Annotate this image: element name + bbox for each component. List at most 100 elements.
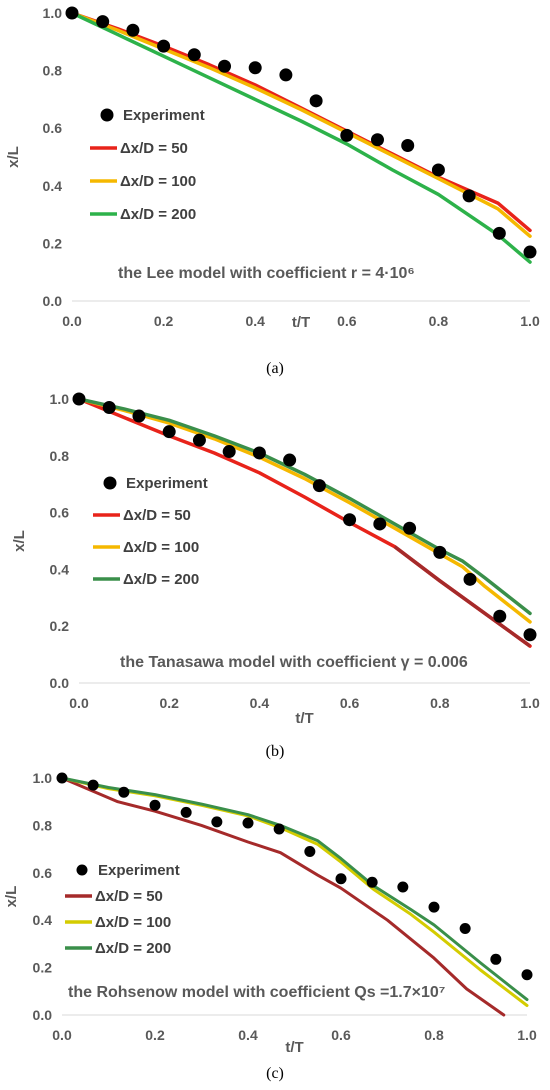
y-tick-label: 0.4 <box>33 912 53 928</box>
experiment-point <box>523 245 537 259</box>
legend-label-2: Δx/D = 100 <box>120 173 196 190</box>
legend-label-experiment: Experiment <box>123 107 205 124</box>
chart-c: 0.0 0.2 0.4 0.6 0.8 1.0 0.0 0.2 0.4 0.6 0.8 1.0 t/T x… <box>3 770 537 1056</box>
experiment-point <box>366 876 378 888</box>
experiment-point <box>132 409 146 423</box>
experiment-point <box>459 922 471 934</box>
model-annotation: the Rohsenow model with coefficient Qs =… <box>68 984 445 1001</box>
y-tick-label: 0.0 <box>43 293 63 309</box>
experiment-point <box>162 425 176 439</box>
x-tick-label: 1.0 <box>517 1027 537 1043</box>
experiment-point <box>312 479 326 493</box>
caption-b: (b) <box>265 743 285 760</box>
y-axis-label: x/L <box>5 146 22 168</box>
x-axis-label: t/T <box>295 710 313 727</box>
experiment-point <box>397 881 409 893</box>
experiment-point <box>242 817 254 829</box>
y-tick-label: 0.0 <box>33 1007 53 1023</box>
series-line-3 <box>70 11 532 264</box>
legend-label-2: Δx/D = 100 <box>123 539 199 556</box>
experiment-point <box>56 772 68 784</box>
y-tick-label: 0.8 <box>50 448 70 464</box>
experiment-point <box>340 128 354 142</box>
panel-c: 0.0 0.2 0.4 0.6 0.8 1.0 0.0 0.2 0.4 0.6 0.8 1.0 t/T x… <box>0 760 550 1082</box>
model-annotation: the Tanasawa model with coefficient γ = … <box>120 654 468 671</box>
x-tick-label: 0.2 <box>159 695 179 711</box>
experiment-point <box>222 445 236 459</box>
y-tick-label: 1.0 <box>43 5 63 21</box>
series-line-1 <box>60 776 506 1017</box>
y-axis-label: x/L <box>3 886 20 908</box>
x-tick-label: 0.6 <box>340 695 360 711</box>
legend-marker-experiment <box>103 476 117 490</box>
series-line-tail <box>393 545 532 648</box>
experiment-point <box>304 845 316 857</box>
experiment-point <box>96 15 110 29</box>
experiment-point <box>192 433 206 447</box>
caption-a: (a) <box>266 360 284 377</box>
x-axis-label: t/T <box>292 314 310 331</box>
experiment-point <box>149 799 161 811</box>
experiment-point <box>521 969 533 981</box>
legend-label-experiment: Experiment <box>98 862 180 879</box>
experiment-point <box>273 823 285 835</box>
legend-label-1: Δx/D = 50 <box>123 507 191 524</box>
series-line-2 <box>70 11 532 238</box>
y-tick-label: 0.6 <box>50 505 70 521</box>
x-tick-label: 0.4 <box>250 695 270 711</box>
series-line-3 <box>60 776 529 1002</box>
experiment-point <box>72 392 86 406</box>
experiment-point <box>283 453 297 467</box>
x-tick-label: 0.0 <box>69 695 89 711</box>
experiment-point <box>102 401 116 415</box>
experiment-point <box>403 521 417 535</box>
experiment-point <box>431 163 445 177</box>
legend-label-1: Δx/D = 50 <box>95 888 163 905</box>
x-tick-label: 1.0 <box>520 695 540 711</box>
x-tick-label: 0.0 <box>52 1027 72 1043</box>
y-axis-label: x/L <box>11 530 28 552</box>
x-tick-label: 0.6 <box>337 313 357 329</box>
y-tick-label: 0.4 <box>43 178 63 194</box>
experiment-point <box>248 61 262 75</box>
legend-marker-experiment <box>76 864 88 876</box>
x-tick-label: 0.8 <box>424 1027 444 1043</box>
x-tick-label: 0.2 <box>154 313 174 329</box>
legend-label-3: Δx/D = 200 <box>95 940 171 957</box>
y-tick-label: 1.0 <box>50 391 70 407</box>
y-tick-label: 0.6 <box>33 865 53 881</box>
y-tick-label: 0.2 <box>33 960 53 976</box>
legend-marker-experiment <box>100 108 114 122</box>
experiment-point <box>343 513 357 527</box>
legend-label-2: Δx/D = 100 <box>95 914 171 931</box>
experiment-point <box>401 138 415 152</box>
experiment-point <box>218 59 232 73</box>
x-tick-label: 1.0 <box>520 313 540 329</box>
experiment-point <box>309 94 323 108</box>
experiment-point <box>490 953 502 965</box>
experiment-point <box>252 446 266 460</box>
x-tick-label: 0.4 <box>238 1027 258 1043</box>
y-tick-label: 0.4 <box>50 561 70 577</box>
experiment-point <box>87 779 99 791</box>
legend-label-3: Δx/D = 200 <box>120 206 196 223</box>
experiment-point <box>335 873 347 885</box>
model-annotation: the Lee model with coefficient r = 4·10⁶ <box>118 265 415 282</box>
y-tick-label: 0.8 <box>43 63 63 79</box>
caption-c: (c) <box>266 1065 284 1082</box>
y-tick-label: 0.2 <box>50 618 70 634</box>
series-line-3 <box>77 397 532 616</box>
experiment-point <box>157 39 171 53</box>
experiment-point <box>433 545 447 559</box>
y-tick-label: 0.2 <box>43 235 63 251</box>
x-tick-label: 0.2 <box>145 1027 165 1043</box>
experiment-point <box>463 572 477 586</box>
x-tick-label: 0.6 <box>331 1027 351 1043</box>
x-tick-label: 0.8 <box>429 313 449 329</box>
experiment-point <box>180 806 192 818</box>
y-tick-label: 1.0 <box>33 770 53 786</box>
experiment-point <box>493 609 507 623</box>
experiment-point <box>462 189 476 203</box>
experiment-point <box>373 517 387 531</box>
experiment-point <box>211 816 223 828</box>
